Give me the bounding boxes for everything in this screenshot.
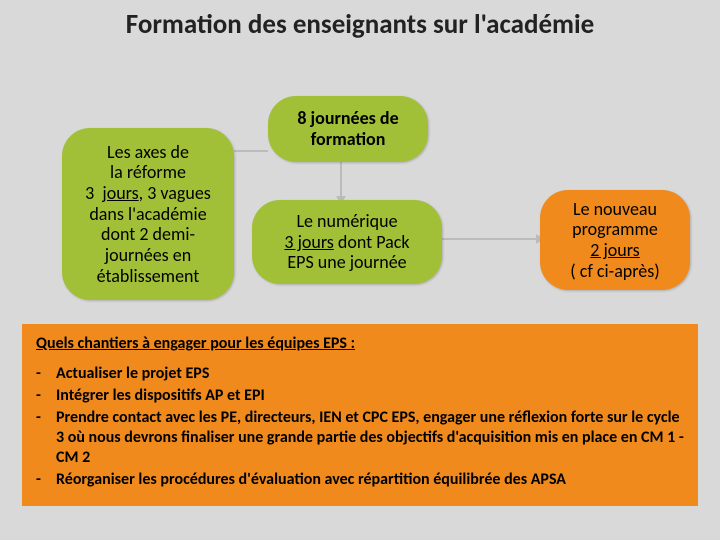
bottom-panel: Quels chantiers à engager pour les équip… <box>22 324 698 506</box>
bubble-text: Les axes dela réforme3 jours, 3 vaguesda… <box>85 142 211 287</box>
bubble-top-center: 8 journées de formation <box>268 96 428 162</box>
list-item: -Intégrer les dispositifs AP et EPI <box>36 386 684 406</box>
bubble-center: Le numérique3 jours dont PackEPS une jou… <box>252 200 442 284</box>
bubble-text: Le numérique3 jours dont PackEPS une jou… <box>284 211 409 273</box>
bubble-text: Le nouveauprogramme2 jours( cf ci-après) <box>570 199 660 282</box>
slide: Formation des enseignants sur l'académie… <box>0 0 720 540</box>
list-item: -Prendre contact avec les PE, directeurs… <box>36 408 684 468</box>
connector <box>340 162 342 198</box>
page-title: Formation des enseignants sur l'académie <box>0 8 720 41</box>
bottom-list: -Actualiser le projet EPS -Intégrer les … <box>36 364 684 490</box>
connector <box>442 238 538 240</box>
connector <box>234 150 268 152</box>
list-item: -Réorganiser les procédures d'évaluation… <box>36 470 684 490</box>
bubble-left: Les axes dela réforme3 jours, 3 vaguesda… <box>62 128 234 300</box>
bottom-heading: Quels chantiers à engager pour les équip… <box>36 334 684 354</box>
list-item: -Actualiser le projet EPS <box>36 364 684 384</box>
bubble-right: Le nouveauprogramme2 jours( cf ci-après) <box>540 190 690 290</box>
bubble-text: 8 journées de formation <box>276 108 420 149</box>
